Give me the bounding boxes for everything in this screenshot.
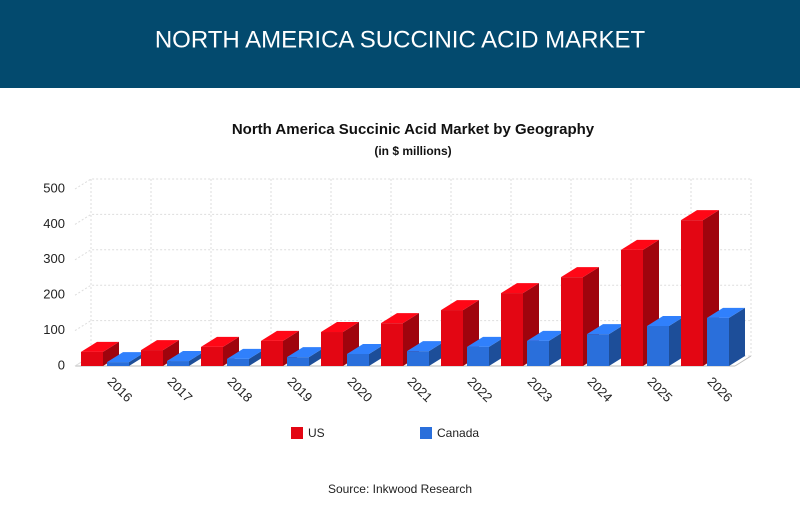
- bar-top: [647, 315, 685, 326]
- x-tick-label: 2022: [464, 374, 495, 405]
- bar: [561, 277, 583, 366]
- bar: [527, 340, 549, 366]
- y-tick-label: 300: [43, 251, 65, 266]
- y-tick-label: 100: [43, 322, 65, 337]
- bar: [707, 317, 729, 366]
- x-tick-label: 2025: [644, 374, 675, 405]
- x-tick-label: 2026: [704, 374, 735, 405]
- grid-line: [74, 178, 751, 190]
- bar: [407, 351, 429, 366]
- bar-top: [467, 336, 505, 347]
- y-tick-label: 0: [58, 357, 65, 372]
- x-tick-label: 2016: [104, 374, 135, 405]
- bar-side: [103, 341, 119, 366]
- bar-top: [167, 351, 205, 362]
- y-tick-label: 500: [43, 180, 65, 195]
- bar-side: [223, 336, 239, 366]
- bar-top: [81, 341, 119, 352]
- x-tick-label: 2021: [404, 374, 435, 405]
- y-tick-label: 200: [43, 287, 65, 302]
- bar-top: [501, 283, 539, 294]
- bar: [441, 310, 463, 366]
- bar: [81, 351, 103, 366]
- bar-top: [407, 341, 445, 352]
- bar: [587, 334, 609, 366]
- bar: [347, 353, 369, 366]
- y-tick-label: 400: [43, 216, 65, 231]
- bar-top: [287, 347, 325, 358]
- bar: [621, 249, 643, 366]
- bar-top: [107, 352, 145, 363]
- bar: [287, 357, 309, 366]
- bar-top: [707, 307, 745, 318]
- bar-top: [681, 210, 719, 221]
- bar-top: [227, 348, 265, 359]
- bar-top: [527, 330, 565, 341]
- bar: [467, 346, 489, 366]
- bar: [647, 325, 669, 366]
- bar-top: [141, 340, 179, 351]
- legend-label: US: [308, 426, 325, 440]
- bar: [167, 361, 189, 366]
- bar-top: [347, 343, 385, 354]
- grid-line: [74, 213, 751, 225]
- bar: [261, 340, 283, 366]
- bar: [681, 220, 703, 366]
- legend-swatch: [420, 427, 432, 439]
- plot: 0 100 200 300 400 500 2016 2017 2018 2019 2020 2021…: [43, 178, 752, 440]
- bar-top: [201, 336, 239, 347]
- x-tick-label: 2020: [344, 374, 375, 405]
- chart-title: North America Succinic Acid Market by Ge…: [232, 121, 595, 138]
- header-band: [0, 0, 800, 88]
- bar: [201, 346, 223, 366]
- bar-top: [261, 330, 299, 341]
- bar: [381, 323, 403, 366]
- bar-top: [321, 322, 359, 333]
- x-tick-label: 2017: [164, 374, 195, 405]
- bar: [501, 293, 523, 366]
- bar-top: [621, 239, 659, 250]
- bar-top: [381, 313, 419, 324]
- legend-label: Canada: [437, 426, 479, 440]
- source-note: Source: Inkwood Research: [328, 482, 472, 496]
- axis-line: [734, 355, 752, 367]
- bar-side: [729, 307, 745, 366]
- bar-top: [587, 324, 625, 335]
- bar-top: [561, 267, 599, 278]
- bar: [227, 358, 249, 366]
- chart-subtitle: (in $ millions): [374, 144, 451, 158]
- bar: [321, 332, 343, 366]
- bar: [107, 362, 129, 366]
- bar: [141, 350, 163, 366]
- x-tick-label: 2018: [224, 374, 255, 405]
- bar-top: [441, 300, 479, 311]
- bar-side: [163, 340, 179, 366]
- header-title: NORTH AMERICA SUCCINIC ACID MARKET: [155, 26, 646, 53]
- x-tick-label: 2024: [584, 374, 615, 405]
- x-tick-label: 2023: [524, 374, 555, 405]
- legend-swatch: [291, 427, 303, 439]
- x-tick-label: 2019: [284, 374, 315, 405]
